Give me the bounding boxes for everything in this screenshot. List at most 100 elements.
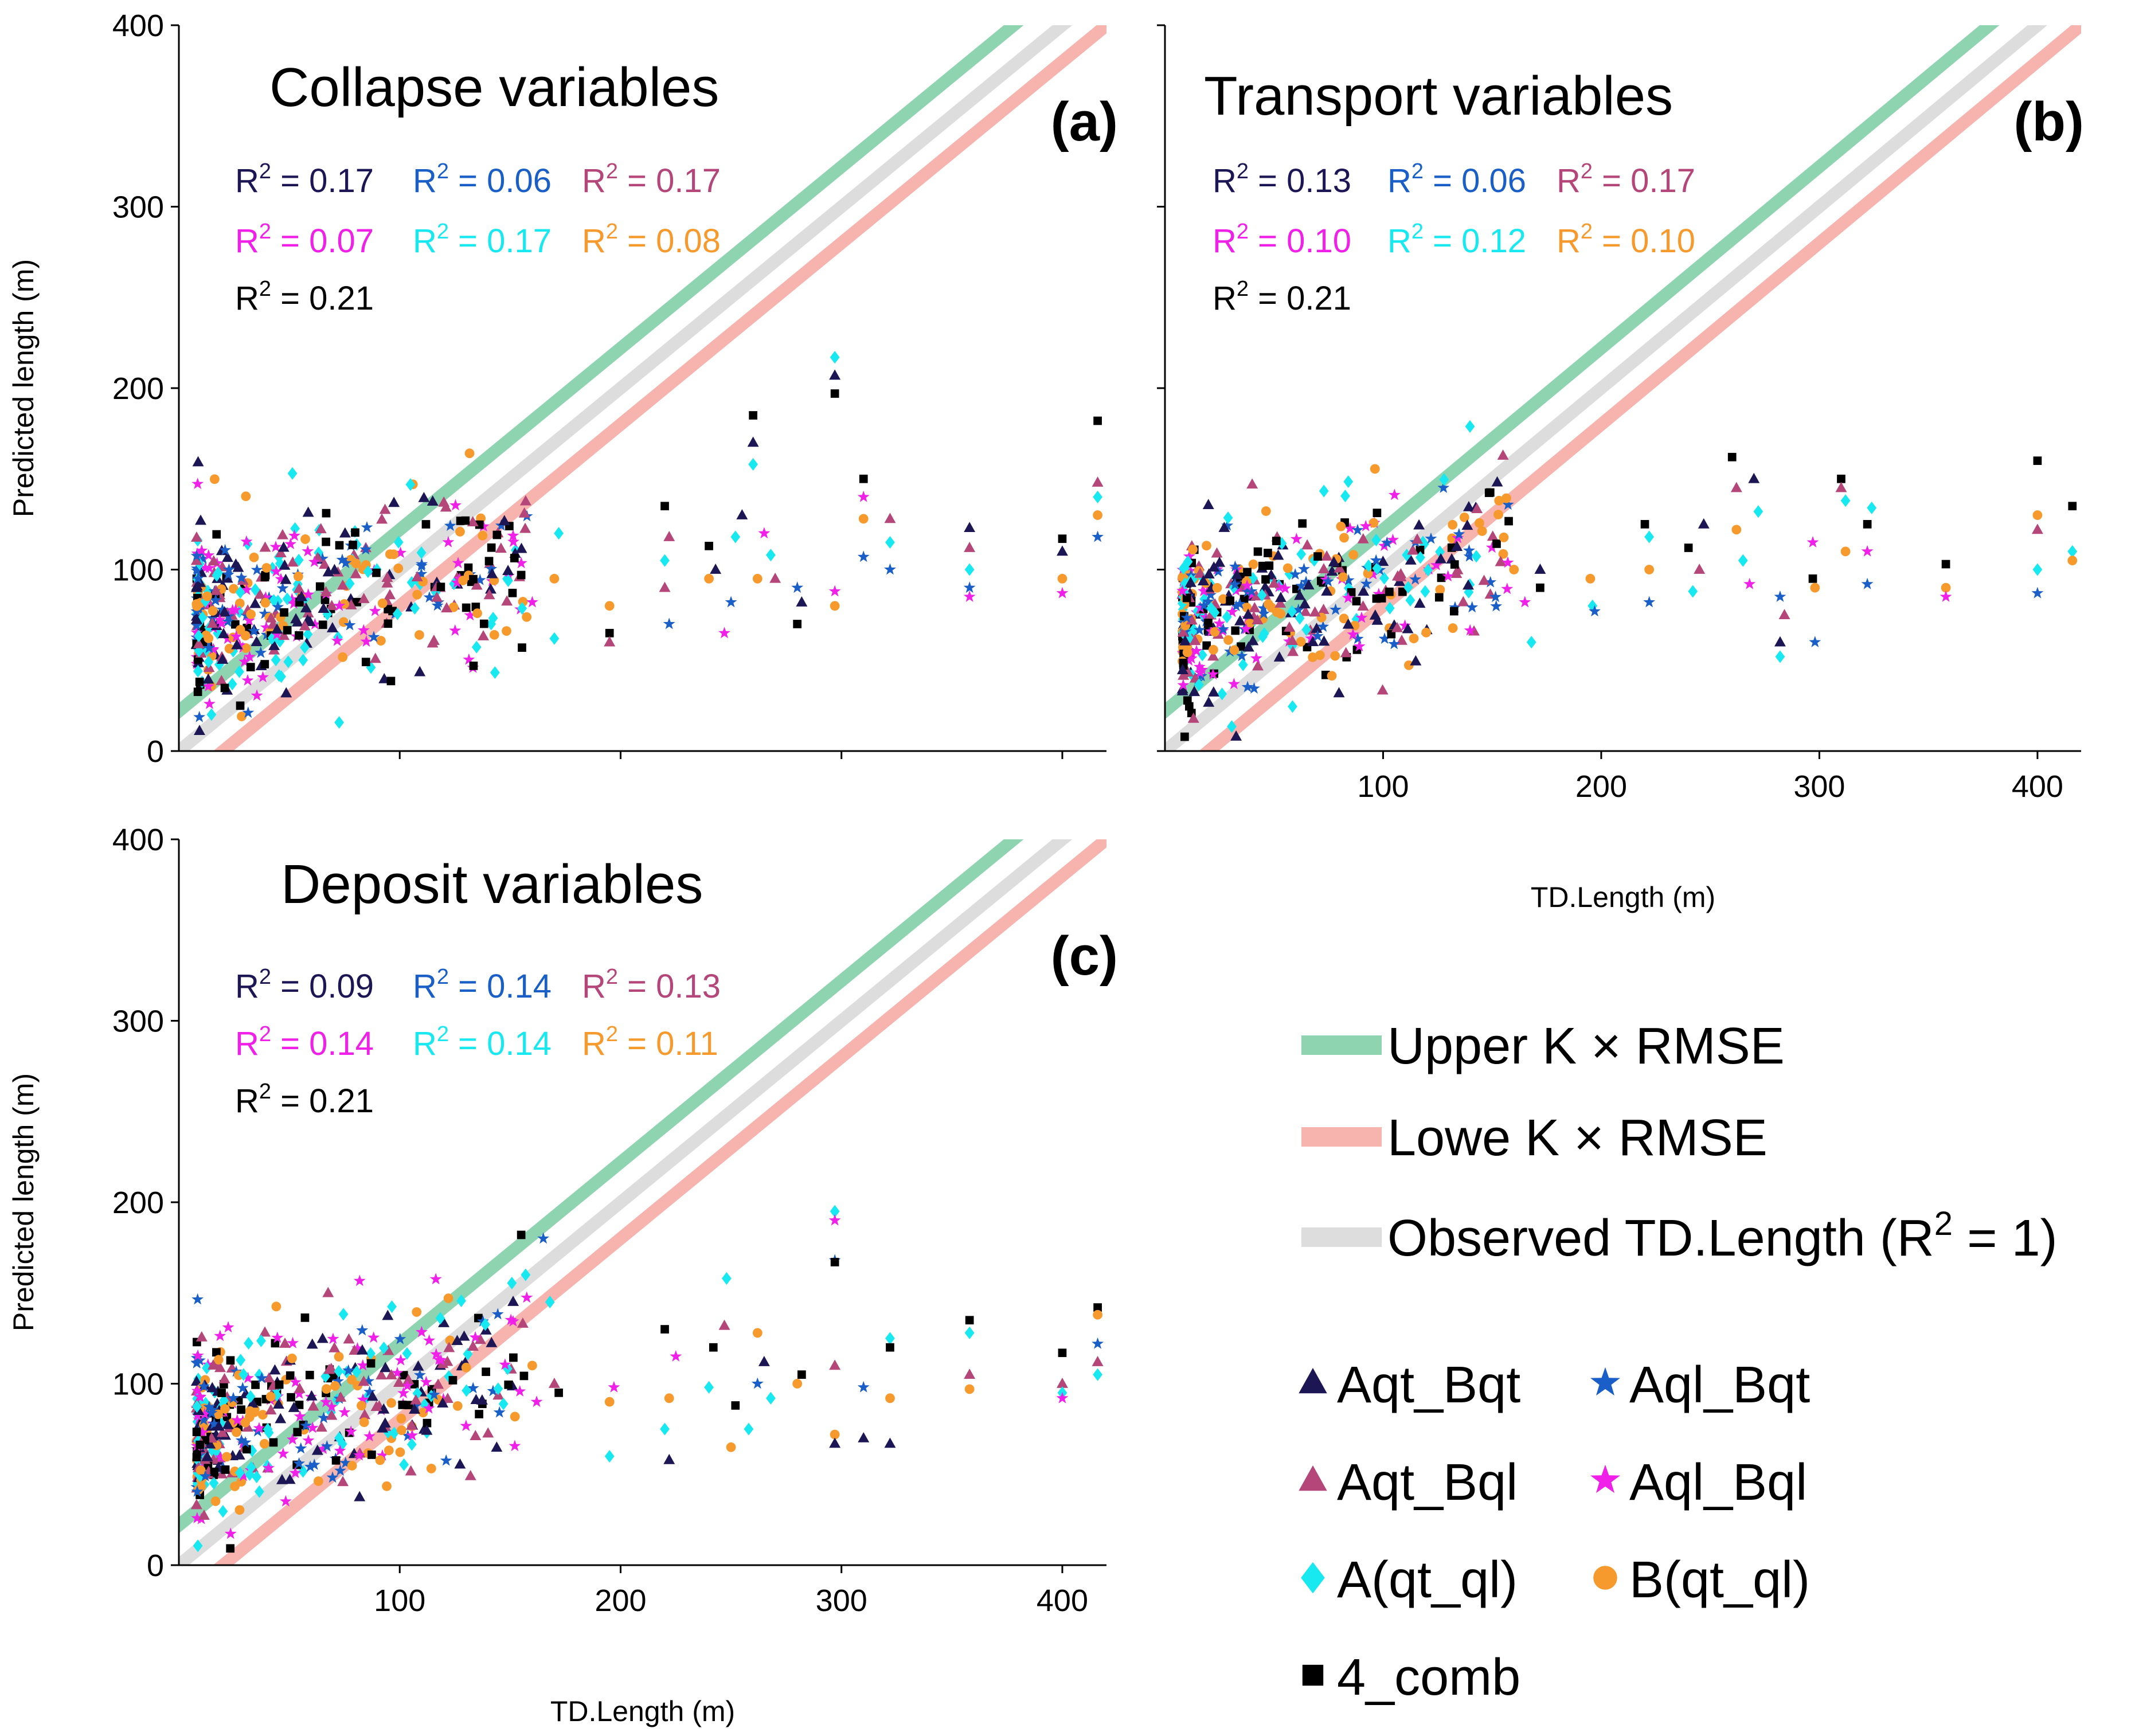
point-comb4 (1437, 573, 1446, 582)
point-A_qt_ql (252, 1471, 262, 1484)
y-tick-label: 100 (112, 1367, 164, 1402)
point-Aqt_Bql (1056, 1378, 1068, 1388)
panel-tag: (c) (1051, 925, 1118, 987)
point-B_qt_ql (549, 573, 560, 584)
point-Aql_Bqt (1205, 588, 1217, 600)
point-Aqt_Bqt (736, 509, 748, 519)
point-Aql_Bqt (1484, 576, 1497, 588)
point-Aql_Bqt (339, 1456, 352, 1468)
point-comb4 (709, 1343, 718, 1352)
point-comb4 (271, 1339, 280, 1348)
legend-label-observed: Observed TD.Length (R2 = 1) (1387, 1205, 2058, 1267)
point-Aql_Bqt (1388, 638, 1401, 650)
y-tick-label: 0 (147, 734, 164, 769)
point-A_qt_ql (498, 1397, 509, 1410)
point-Aql_Bqt (1463, 550, 1476, 562)
point-Aql_Bqt (359, 543, 372, 555)
point-A_qt_ql (298, 654, 308, 667)
point-comb4 (1265, 561, 1274, 570)
point-Aql_Bqt (1229, 578, 1241, 590)
point-comb4 (335, 541, 344, 550)
point-B_qt_ql (1403, 660, 1414, 670)
point-Aqt_Bql (467, 1340, 479, 1351)
point-Aql_Bql (275, 573, 287, 584)
point-B_qt_ql (1348, 550, 1359, 560)
point-B_qt_ql (527, 1360, 537, 1371)
point-Aql_Bqt (2031, 587, 2044, 599)
point-Aql_Bqt (197, 552, 209, 564)
point-comb4 (275, 1380, 284, 1389)
point-Aqt_Bql (1187, 712, 1199, 723)
point-A_qt_ql (216, 1417, 226, 1430)
point-B_qt_ql (502, 626, 511, 636)
point-A_qt_ql (830, 1205, 840, 1218)
point-Aqt_Bql (1357, 600, 1369, 611)
lower-line (1198, 25, 2081, 751)
point-Aql_Bqt (857, 550, 870, 562)
point-A_qt_ql (480, 1318, 490, 1331)
point-Aql_Bql (271, 628, 283, 640)
point-Aql_Bql (221, 632, 234, 644)
point-Aql_Bql (514, 1385, 526, 1397)
point-comb4 (469, 661, 478, 670)
point-A_qt_ql (660, 554, 670, 567)
point-Aql_Bqt (191, 1485, 204, 1497)
point-Aqt_Bqt (414, 666, 426, 677)
point-Aqt_Bql (1487, 530, 1499, 541)
point-comb4 (517, 1230, 526, 1240)
point-Aqt_Bqt (502, 565, 514, 575)
point-Aql_Bqt (1643, 596, 1656, 608)
point-A_qt_ql (234, 1466, 245, 1479)
point-B_qt_ql (858, 514, 869, 524)
point-A_qt_ql (300, 641, 310, 654)
point-A_qt_ql (1363, 559, 1374, 572)
point-comb4 (226, 1544, 235, 1553)
point-Aql_Bql (243, 650, 256, 662)
point-Aqt_Bql (405, 1465, 417, 1476)
point-Aqt_Bqt (758, 1356, 770, 1366)
point-B_qt_ql (489, 630, 499, 640)
point-Aql_Bqt (206, 612, 219, 624)
point-Aqt_Bqt (710, 564, 722, 574)
point-A_qt_ql (334, 716, 345, 729)
r2-comb4: R2 = 0.21 (235, 1080, 374, 1120)
point-Aql_Bql (1355, 611, 1368, 623)
point-comb4 (261, 570, 270, 580)
x-axis-label: TD.Length (m) (1531, 881, 1715, 913)
point-Aql_Bql (242, 1371, 254, 1383)
point-comb4 (398, 1401, 407, 1409)
point-comb4 (1434, 593, 1444, 602)
point-Aql_Bqt (487, 1385, 499, 1397)
point-Aqt_Bqt (1294, 589, 1305, 600)
point-comb4 (1272, 537, 1281, 545)
point-Aql_Bqt (1774, 590, 1786, 602)
point-Aqt_Bql (322, 1287, 334, 1297)
point-Aql_Bqt (1409, 573, 1422, 585)
point-Aql_Bql (1250, 652, 1262, 664)
point-Aqt_Bqt (276, 1473, 288, 1484)
point-Aql_Bql (214, 1330, 226, 1342)
point-comb4 (830, 1258, 839, 1266)
point-Aql_Bql (394, 546, 407, 558)
point-Aql_Bql (326, 1401, 338, 1412)
point-A_qt_ql (282, 592, 292, 605)
point-Aqt_Bqt (1748, 472, 1760, 483)
point-Aql_Bql (429, 1273, 442, 1285)
point-Aql_Bql (670, 1350, 682, 1362)
point-Aql_Bqt (884, 563, 896, 575)
point-A_qt_ql (200, 595, 210, 608)
point-A_qt_ql (197, 611, 208, 624)
y-tick-label: 400 (112, 9, 164, 43)
point-Aql_Bql (1501, 556, 1514, 568)
point-B_qt_ql (885, 1393, 895, 1403)
point-B_qt_ql (271, 1301, 281, 1312)
point-Aql_Bql (423, 1334, 436, 1346)
point-Aql_Bql (499, 1358, 511, 1370)
point-A_qt_ql (366, 1347, 376, 1360)
point-Aqt_Bqt (1435, 553, 1447, 564)
point-Aql_Bql (1305, 632, 1317, 644)
point-Aqt_Bql (208, 555, 220, 566)
point-Aqt_Bqt (271, 623, 283, 634)
legend-marker-Aql_Bql (1590, 1464, 1620, 1493)
point-Aqt_Bql (207, 1359, 219, 1370)
